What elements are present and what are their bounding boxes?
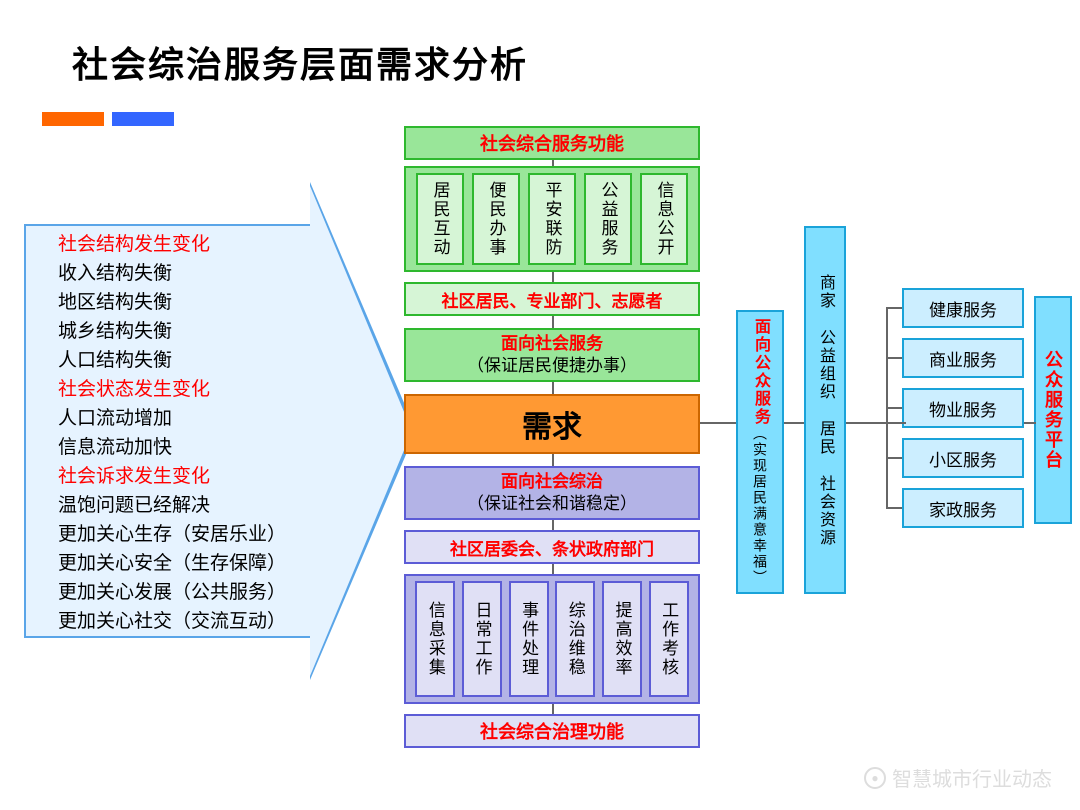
list-item: 更加关心发展（公共服务）: [58, 578, 286, 607]
list-item: 信息流动加快: [58, 433, 286, 462]
top-item: 信息公开: [640, 173, 688, 265]
resources-connector: [846, 422, 906, 424]
service-item: 物业服务: [902, 388, 1024, 428]
bot-item: 工作考核: [649, 581, 689, 697]
accent-bar-orange: [42, 112, 104, 126]
top-item: 平安联防: [528, 173, 576, 265]
list-item: 地区结构失衡: [58, 288, 286, 317]
top-header: 社会综合服务功能: [404, 126, 700, 160]
list-item: 更加关心社交（交流互动）: [58, 607, 286, 636]
service-item: 小区服务: [902, 438, 1024, 478]
wechat-icon: ●: [864, 767, 886, 789]
list-item: 更加关心生存（安居乐业）: [58, 520, 286, 549]
center-demand: 需求: [404, 394, 700, 454]
change-list: 社会结构发生变化收入结构失衡地区结构失衡城乡结构失衡人口结构失衡社会状态发生变化…: [58, 230, 286, 636]
bot-item: 综治维稳: [555, 581, 595, 697]
bot-item: 信息采集: [415, 581, 455, 697]
right-resources: 商家 公益组织 居民 社会资源: [804, 226, 846, 594]
list-item: 收入结构失衡: [58, 259, 286, 288]
public-platform: 公众服务平台: [1034, 296, 1072, 524]
list-item: 更加关心安全（生存保障）: [58, 549, 286, 578]
top-actors: 社区居民、专业部门、志愿者: [404, 282, 700, 316]
service-item: 健康服务: [902, 288, 1024, 328]
mid-bot-box: 面向社会综治 （保证社会和谐稳定）: [404, 466, 700, 520]
list-item: 社会结构发生变化: [58, 230, 286, 259]
page-title: 社会综治服务层面需求分析: [72, 36, 528, 88]
list-item: 社会诉求发生变化: [58, 462, 286, 491]
accent-bar-blue: [112, 112, 174, 126]
list-item: 人口结构失衡: [58, 346, 286, 375]
top-item: 居民互动: [416, 173, 464, 265]
platform-connector: [1024, 422, 1036, 424]
right-public-service: 面向公众服务 （实现居民满意幸福）: [736, 310, 784, 594]
bot-item: 日常工作: [462, 581, 502, 697]
bot-actors: 社区居委会、条状政府部门: [404, 530, 700, 564]
bot-item: 事件处理: [509, 581, 549, 697]
left-arrow-block: 社会结构发生变化收入结构失衡地区结构失衡城乡结构失衡人口结构失衡社会状态发生变化…: [24, 186, 412, 676]
top-item: 便民办事: [472, 173, 520, 265]
watermark: ● 智慧城市行业动态: [864, 763, 1052, 792]
service-item: 家政服务: [902, 488, 1024, 528]
mid-top-box: 面向社会服务 （保证居民便捷办事）: [404, 328, 700, 382]
top-item: 公益服务: [584, 173, 632, 265]
service-item: 商业服务: [902, 338, 1024, 378]
top-items-container: 居民互动便民办事平安联防公益服务信息公开: [404, 166, 700, 272]
list-item: 人口流动增加: [58, 404, 286, 433]
list-item: 社会状态发生变化: [58, 375, 286, 404]
bot-header: 社会综合治理功能: [404, 714, 700, 748]
bot-items-container: 信息采集日常工作事件处理综治维稳提高效率工作考核: [404, 574, 700, 704]
list-item: 温饱问题已经解决: [58, 491, 286, 520]
bot-item: 提高效率: [602, 581, 642, 697]
list-item: 城乡结构失衡: [58, 317, 286, 346]
